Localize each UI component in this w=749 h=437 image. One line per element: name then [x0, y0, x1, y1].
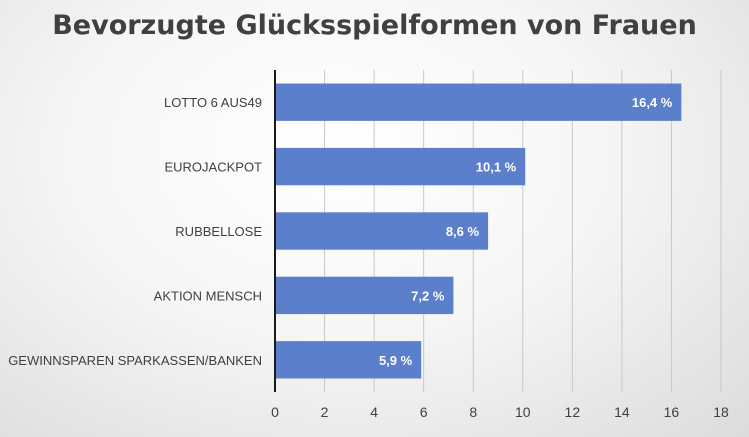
x-tick-label: 14 — [614, 404, 630, 420]
category-label: EUROJACKPOT — [164, 160, 262, 175]
data-label: 16,4 % — [632, 95, 673, 110]
x-tick-label: 2 — [321, 404, 329, 420]
category-label: AKTION MENSCH — [154, 288, 262, 303]
data-label: 10,1 % — [476, 160, 517, 175]
bar — [275, 147, 526, 186]
x-tick-label: 12 — [565, 404, 581, 420]
x-tick-label: 10 — [515, 404, 531, 420]
bar — [275, 83, 682, 121]
category-label: RUBBELLOSE — [175, 224, 262, 239]
x-tick-label: 4 — [370, 404, 378, 420]
x-tick-label: 8 — [469, 404, 477, 420]
bar — [275, 276, 454, 315]
category-label: LOTTO 6 AUS49 — [164, 95, 262, 110]
category-label: GEWINNSPAREN SPARKASSEN/BANKEN — [8, 353, 262, 368]
x-tick-label: 0 — [271, 404, 279, 420]
x-tick-label: 18 — [713, 404, 729, 420]
data-label: 8,6 % — [446, 224, 480, 239]
bar — [275, 212, 489, 250]
data-label: 5,9 % — [379, 353, 413, 368]
bar — [275, 341, 422, 379]
chart-title: Bevorzugte Glücksspielformen von Frauen — [52, 10, 697, 41]
x-tick-label: 6 — [420, 404, 428, 420]
x-tick-label: 16 — [664, 404, 680, 420]
data-label: 7,2 % — [411, 288, 445, 303]
